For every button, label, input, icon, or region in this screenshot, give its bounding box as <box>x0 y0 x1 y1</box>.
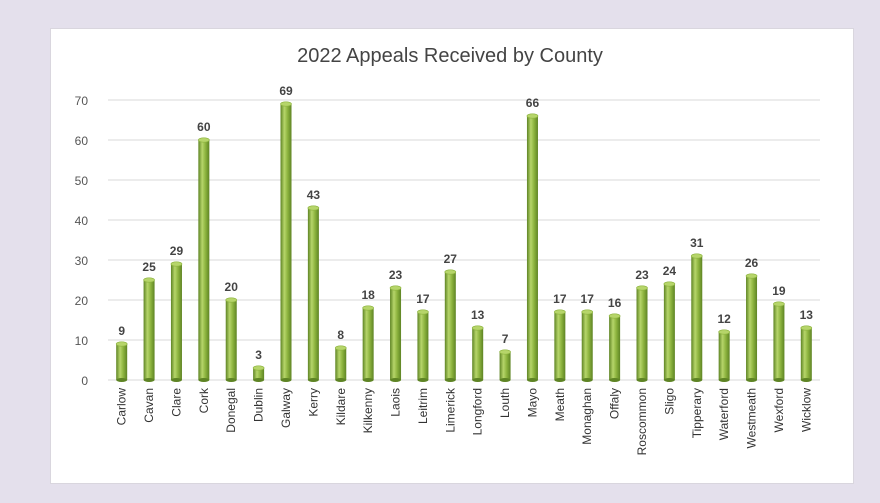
x-tick-label: Donegal <box>224 388 238 433</box>
bar <box>499 349 511 382</box>
x-tick-label: Louth <box>498 388 512 418</box>
x-tick-label: Leitrim <box>416 388 430 424</box>
bar <box>526 113 539 382</box>
y-tick-label: 0 <box>81 374 88 388</box>
data-label: 60 <box>197 120 211 134</box>
bar <box>800 325 813 382</box>
data-labels: 9 25 29 60 20 3 69 43 8 18 23 17 27 13 7 66 17 17 16 23 24 31… <box>118 84 813 362</box>
data-label: 29 <box>170 244 184 258</box>
data-label: 7 <box>502 332 509 346</box>
data-label: 23 <box>389 268 403 282</box>
chart-panel <box>50 28 854 484</box>
bar <box>444 269 457 382</box>
x-tick-label: Monaghan <box>580 388 594 445</box>
data-label: 27 <box>444 252 458 266</box>
x-tick-label: Cavan <box>142 388 156 423</box>
data-label: 66 <box>526 96 540 110</box>
data-label: 69 <box>279 84 293 98</box>
bar <box>170 261 183 382</box>
bar <box>225 297 238 382</box>
data-label: 26 <box>745 256 759 270</box>
x-tick-label: Roscommon <box>635 388 649 455</box>
data-label: 17 <box>581 292 595 306</box>
x-tick-label: Meath <box>553 388 567 421</box>
bar <box>471 325 484 382</box>
x-tick-label: Longford <box>471 388 485 435</box>
data-label: 8 <box>337 328 344 342</box>
bar <box>389 285 402 382</box>
bar <box>115 341 128 382</box>
bar <box>663 281 676 382</box>
data-label: 25 <box>142 260 156 274</box>
x-tick-label: Cork <box>197 387 211 413</box>
x-tick-label: Westmeath <box>745 388 759 448</box>
y-tick-label: 10 <box>75 334 89 348</box>
y-axis: 0 10 20 30 40 50 60 70 <box>75 94 89 388</box>
bar <box>334 345 347 382</box>
bar <box>690 253 703 382</box>
bar <box>773 301 785 382</box>
x-tick-label: Limerick <box>443 387 457 433</box>
data-label: 13 <box>800 308 814 322</box>
bar <box>554 309 566 382</box>
bar <box>198 137 210 382</box>
bars <box>115 101 813 382</box>
x-tick-label: Kerry <box>306 388 320 417</box>
data-label: 23 <box>635 268 649 282</box>
x-tick-label: Kilkenny <box>361 388 375 433</box>
data-label: 16 <box>608 296 622 310</box>
x-tick-label: Wexford <box>772 388 786 432</box>
data-label: 43 <box>307 188 321 202</box>
bar <box>608 313 621 382</box>
bar <box>280 101 292 382</box>
data-label: 13 <box>471 308 485 322</box>
data-label: 9 <box>118 324 125 338</box>
x-axis: Carlow Cavan Clare Cork Donegal Dublin Galway K… <box>115 387 814 455</box>
data-label: 18 <box>361 288 375 302</box>
x-tick-label: Waterford <box>717 388 731 440</box>
x-tick-label: Dublin <box>252 388 266 422</box>
x-tick-label: Sligo <box>662 388 676 415</box>
bar <box>252 365 265 382</box>
bar <box>581 309 594 382</box>
data-label: 17 <box>553 292 567 306</box>
y-tick-label: 60 <box>75 134 89 148</box>
y-tick-label: 50 <box>75 174 89 188</box>
bar <box>143 277 155 382</box>
x-tick-label: Kildare <box>334 388 348 426</box>
x-tick-label: Tipperary <box>690 388 704 438</box>
gridlines <box>108 99 820 381</box>
data-label: 12 <box>717 312 731 326</box>
y-tick-label: 20 <box>75 294 89 308</box>
x-tick-label: Mayo <box>525 388 539 418</box>
bar <box>718 329 730 382</box>
x-tick-label: Wicklow <box>799 388 813 432</box>
bar <box>362 305 374 382</box>
x-tick-label: Offaly <box>608 388 622 419</box>
x-tick-label: Clare <box>169 388 183 417</box>
bar <box>307 205 320 382</box>
y-tick-label: 30 <box>75 254 89 268</box>
data-label: 3 <box>255 348 262 362</box>
data-label: 20 <box>225 280 239 294</box>
chart-title: 2022 Appeals Received by County <box>297 45 603 67</box>
x-tick-label: Galway <box>279 388 293 428</box>
data-label: 17 <box>416 292 430 306</box>
y-tick-label: 70 <box>75 94 89 108</box>
data-label: 24 <box>663 264 677 278</box>
y-tick-label: 40 <box>75 214 89 228</box>
bar <box>417 309 429 382</box>
bar <box>745 273 758 382</box>
x-tick-label: Carlow <box>115 388 129 426</box>
bar <box>636 285 648 382</box>
data-label: 19 <box>772 284 786 298</box>
data-label: 31 <box>690 236 704 250</box>
x-tick-label: Laois <box>389 388 403 417</box>
